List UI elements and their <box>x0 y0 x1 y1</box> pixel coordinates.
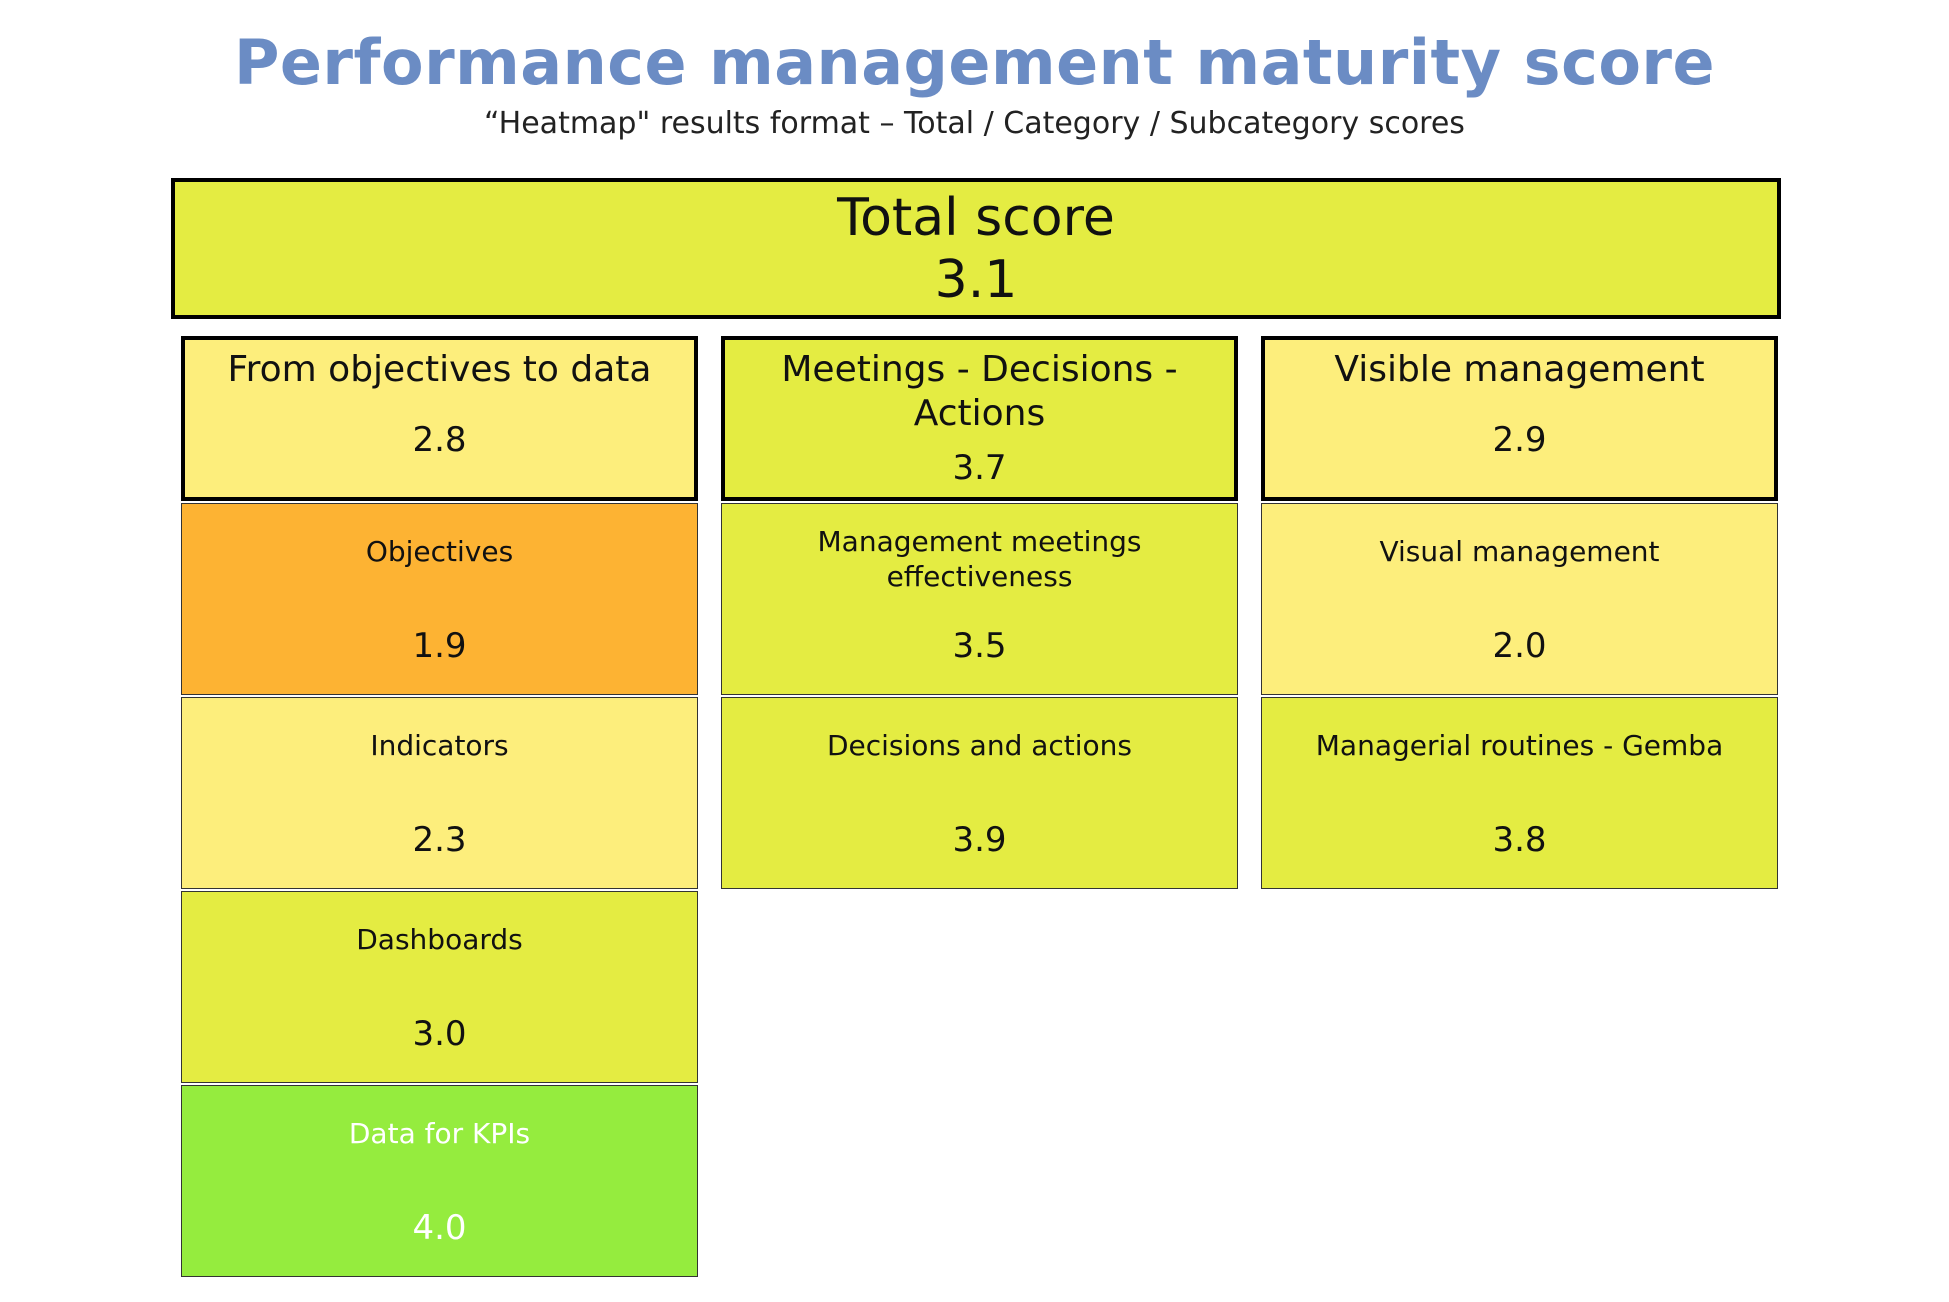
category-score: 3.7 <box>952 448 1007 488</box>
subcategory-label: Data for KPIs <box>348 1117 531 1150</box>
category-score: 2.9 <box>1492 420 1547 460</box>
total-score-value: 3.1 <box>934 249 1018 310</box>
subcategory-box-objectives: Objectives 1.9 <box>181 503 698 695</box>
subcategory-label: Management meetings effectiveness <box>817 525 1142 593</box>
subcategory-box-indicators: Indicators 2.3 <box>181 697 698 889</box>
category-score: 2.8 <box>412 420 467 460</box>
subcategory-label: Managerial routines - Gemba <box>1315 729 1724 762</box>
subcategory-label: Visual management <box>1379 535 1660 568</box>
total-score-label: Total score <box>837 187 1115 248</box>
subcategory-label: Decisions and actions <box>826 729 1133 762</box>
category-label: Meetings - Decisions - Actions <box>781 349 1178 434</box>
category-box-meetings-decisions-actions: Meetings - Decisions - Actions 3.7 <box>721 336 1238 501</box>
subcategory-score: 1.9 <box>412 626 467 666</box>
subcategory-label: Indicators <box>370 729 509 762</box>
total-score-box: Total score 3.1 <box>171 178 1781 319</box>
category-label: Visible management <box>1334 349 1705 390</box>
subcategory-score: 3.5 <box>952 626 1007 666</box>
subcategory-score: 2.0 <box>1492 626 1547 666</box>
subcategory-box-data-for-kpis: Data for KPIs 4.0 <box>181 1085 698 1277</box>
subcategory-label: Objectives <box>365 535 514 568</box>
subcategory-box-management-meetings: Management meetings effectiveness 3.5 <box>721 503 1238 695</box>
subcategory-score: 3.0 <box>412 1014 467 1054</box>
subcategory-box-visual-management: Visual management 2.0 <box>1261 503 1778 695</box>
subcategory-box-decisions-actions: Decisions and actions 3.9 <box>721 697 1238 889</box>
subcategory-score: 4.0 <box>412 1208 467 1248</box>
subcategory-score: 3.8 <box>1492 820 1547 860</box>
subcategory-box-managerial-routines: Managerial routines - Gemba 3.8 <box>1261 697 1778 889</box>
subcategory-label: Dashboards <box>356 923 523 956</box>
category-label: From objectives to data <box>227 349 652 390</box>
subcategory-score: 3.9 <box>952 820 1007 860</box>
page-title: Performance management maturity score <box>233 26 1716 99</box>
subcategory-box-dashboards: Dashboards 3.0 <box>181 891 698 1083</box>
category-box-visible-management: Visible management 2.9 <box>1261 336 1778 501</box>
category-box-objectives-to-data: From objectives to data 2.8 <box>181 336 698 501</box>
subcategory-score: 2.3 <box>412 820 467 860</box>
page-subtitle: “Heatmap" results format – Total / Categ… <box>484 106 1465 141</box>
